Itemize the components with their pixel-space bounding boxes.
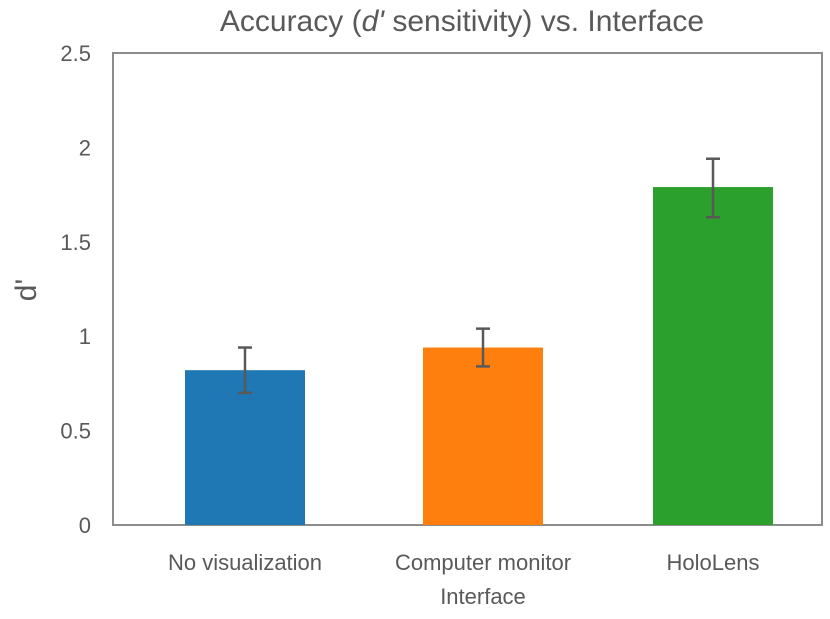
error-bar: [238, 346, 252, 395]
x-ticks: No visualization Computer monitor Interfac…: [168, 550, 760, 609]
y-ticks: 0 0.5 1 1.5 2 2.5: [60, 41, 91, 538]
bar: [185, 370, 305, 525]
chart-title: Accuracy (d' sensitivity) vs. Interface: [220, 5, 704, 38]
y-tick-label: 2: [79, 135, 91, 160]
error-bar: [706, 157, 720, 219]
bar: [423, 347, 543, 525]
bars: [185, 187, 773, 525]
x-tick-label: HoloLens: [667, 550, 760, 575]
x-tick-label: Computer monitor Interface: [395, 550, 571, 609]
y-tick-label: 0: [79, 513, 91, 538]
y-tick-label: 1: [79, 324, 91, 349]
error-bar: [476, 327, 490, 368]
y-tick-label: 1.5: [60, 230, 91, 255]
y-tick-label: 0.5: [60, 419, 91, 444]
y-tick-label: 2.5: [60, 41, 91, 66]
y-axis-label: d': [10, 279, 43, 301]
error-bars: [238, 157, 720, 395]
x-tick-label: No visualization: [168, 550, 322, 575]
bar: [653, 187, 773, 525]
